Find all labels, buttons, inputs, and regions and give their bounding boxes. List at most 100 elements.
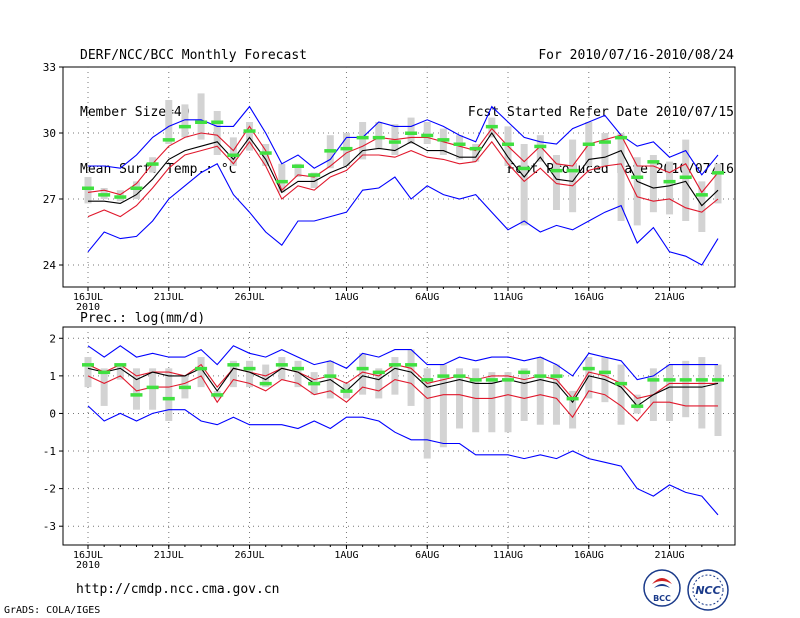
- spread-box: [391, 357, 399, 395]
- spread-box: [181, 104, 189, 138]
- median-marker: [340, 146, 353, 151]
- spread-box: [617, 133, 625, 221]
- median-marker: [340, 389, 353, 393]
- spread-box: [601, 133, 609, 166]
- median-marker: [324, 149, 337, 153]
- median-marker: [485, 378, 498, 382]
- spread-box: [359, 122, 367, 160]
- spread-box: [536, 135, 544, 162]
- median-marker: [566, 396, 579, 401]
- series-mean: [87, 367, 719, 407]
- median-marker: [292, 366, 304, 371]
- median-marker: [82, 363, 94, 367]
- plot-frame: [62, 66, 736, 288]
- series-p90: [87, 363, 718, 400]
- y-tick-label: -2: [43, 483, 56, 496]
- spread-box: [682, 360, 690, 418]
- median-marker: [550, 374, 563, 378]
- spread-box: [229, 137, 237, 166]
- median-marker: [679, 378, 692, 382]
- spread-box: [488, 372, 496, 433]
- spread-box: [649, 155, 657, 213]
- spread-box: [132, 181, 140, 199]
- y-tick-label: 33: [43, 61, 56, 74]
- x-tick-label: 16AUG: [574, 550, 604, 561]
- spread-box: [552, 155, 560, 210]
- series-max: [87, 345, 718, 381]
- median-marker: [162, 396, 175, 401]
- median-marker: [437, 374, 450, 378]
- y-tick-label: 30: [43, 127, 56, 140]
- median-marker: [663, 378, 676, 382]
- spread-box: [407, 349, 415, 406]
- series-p90: [87, 125, 719, 196]
- x-tick-label: 21JUL: [154, 550, 184, 561]
- median-marker: [405, 363, 418, 367]
- median-marker: [502, 142, 514, 146]
- spread-box: [456, 135, 464, 160]
- median-marker: [566, 168, 579, 173]
- median-marker: [534, 144, 547, 149]
- median-marker: [631, 175, 644, 179]
- series-min: [87, 163, 719, 266]
- median-marker: [211, 120, 224, 124]
- median-marker: [582, 142, 595, 146]
- median-marker: [227, 363, 240, 367]
- median-marker: [712, 378, 724, 382]
- median-marker: [469, 146, 482, 151]
- spread-box: [116, 364, 124, 380]
- median-marker: [647, 378, 660, 382]
- median-marker: [453, 142, 466, 146]
- spread-box: [472, 144, 480, 162]
- spread-box: [682, 139, 690, 221]
- header-title: DERF/NCC/BCC Monthly Forecast: [80, 48, 307, 63]
- bcc-logo: BCC: [643, 569, 681, 607]
- median-marker: [178, 124, 191, 129]
- spread-box: [294, 163, 302, 177]
- median-marker: [227, 153, 240, 157]
- median-marker: [679, 175, 692, 179]
- header-left: DERF/NCC/BCC Monthly Forecast Member Siz…: [80, 8, 307, 198]
- median-marker: [114, 195, 127, 199]
- x-tick-label: 26JUL: [234, 550, 264, 561]
- spread-box: [375, 122, 383, 149]
- median-marker: [324, 374, 337, 378]
- y-tick-label: -3: [43, 520, 56, 533]
- spread-box: [294, 360, 302, 388]
- median-marker: [259, 381, 272, 386]
- median-marker: [615, 135, 628, 140]
- spread-box: [714, 163, 722, 204]
- spread-box: [213, 111, 221, 155]
- spread-box: [423, 368, 431, 459]
- median-marker: [372, 135, 385, 140]
- y-tick-label: -1: [43, 445, 56, 458]
- median-marker: [98, 193, 111, 197]
- median-marker: [162, 138, 175, 142]
- median-marker: [195, 120, 208, 124]
- median-marker: [550, 168, 563, 173]
- y-tick-label: 2: [49, 332, 56, 345]
- median-marker: [195, 366, 208, 371]
- spread-box: [569, 139, 577, 213]
- source-url[interactable]: http://cmdp.ncc.cma.gov.cn: [76, 582, 280, 597]
- spread-box: [569, 390, 577, 429]
- x-tick-label: 16JUL: [73, 292, 103, 303]
- spread-box: [633, 157, 641, 226]
- median-marker: [421, 133, 434, 138]
- median-marker: [388, 140, 401, 144]
- series-p10: [87, 375, 718, 422]
- median-marker: [631, 404, 644, 408]
- median-marker: [388, 363, 401, 367]
- series-p10: [87, 140, 719, 218]
- spread-box: [472, 368, 480, 433]
- median-marker: [178, 385, 191, 390]
- x-tick-label: 6AUG: [415, 292, 439, 303]
- spread-box: [278, 163, 286, 193]
- x-tick-label: 11AUG: [493, 550, 523, 561]
- y-tick-label: 0: [49, 407, 56, 420]
- median-marker: [292, 164, 304, 168]
- median-marker: [275, 179, 288, 184]
